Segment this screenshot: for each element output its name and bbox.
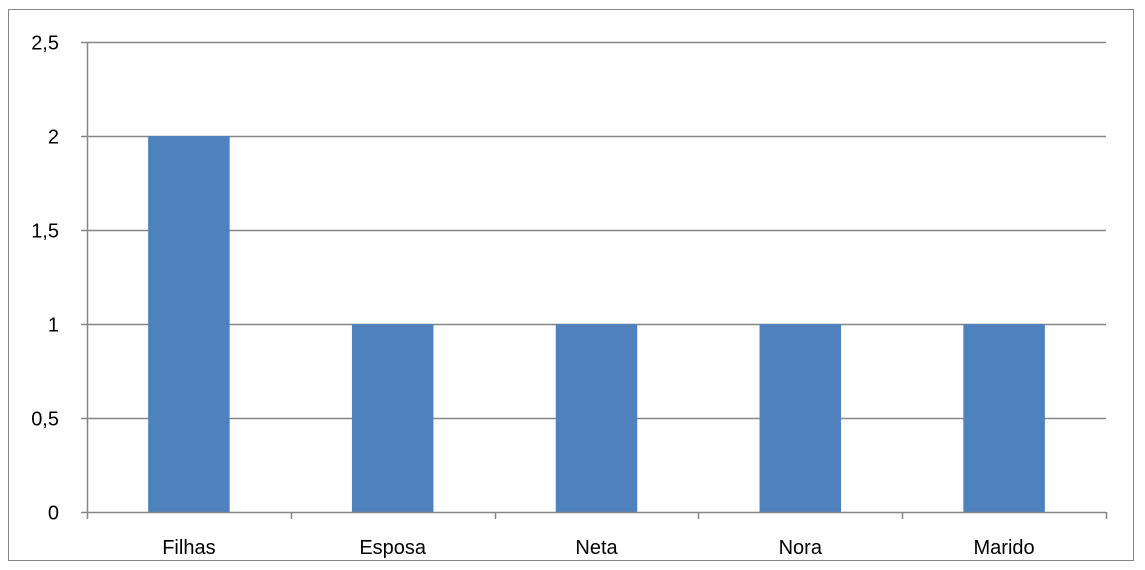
y-tick-label: 0,5 bbox=[31, 409, 59, 431]
x-tick-label: Esposa bbox=[359, 537, 427, 559]
y-tick-label: 2,5 bbox=[31, 33, 59, 55]
x-tick-label: Nora bbox=[779, 537, 823, 559]
bar-neta bbox=[556, 324, 638, 512]
x-tick-label: Marido bbox=[974, 537, 1035, 559]
y-tick-label: 1 bbox=[48, 315, 59, 337]
x-tick-label: Neta bbox=[575, 537, 618, 559]
bar-nora bbox=[760, 324, 842, 512]
y-tick-label: 0 bbox=[48, 503, 59, 525]
bar-marido bbox=[963, 324, 1045, 512]
y-tick-label: 1,5 bbox=[31, 221, 59, 243]
bar-filhas bbox=[148, 136, 230, 512]
x-tick-label: Filhas bbox=[162, 537, 215, 559]
bar-esposa bbox=[352, 324, 434, 512]
y-tick-label: 2 bbox=[48, 127, 59, 149]
